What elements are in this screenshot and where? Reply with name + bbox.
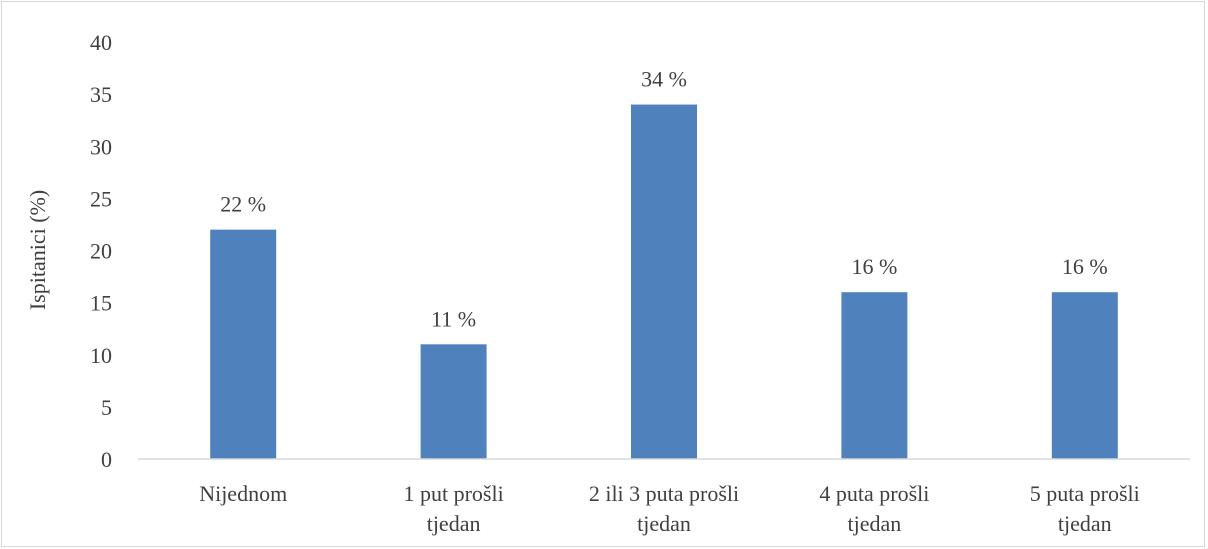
y-tick-label: 35 [90,82,112,107]
bar [1051,292,1118,459]
data-label: 16 % [1062,254,1108,279]
category-label: tjedan [1058,511,1112,536]
data-label: 11 % [431,306,476,331]
y-tick-label: 40 [90,30,112,55]
bar [841,292,908,459]
bar [631,104,697,460]
bar [420,344,487,459]
data-label: 16 % [851,254,897,279]
data-label: 34 % [641,67,687,92]
category-label: 2 ili 3 puta prošli [589,481,739,506]
y-tick-label: 0 [101,447,112,472]
y-tick-label: 20 [90,239,112,264]
category-label: tjedan [637,511,691,536]
y-axis-label: Ispitanici (%) [25,190,50,310]
category-label: tjedan [427,511,481,536]
y-tick-label: 15 [90,291,112,316]
y-tick-label: 25 [90,186,112,211]
category-label: Nijednom [199,481,287,506]
y-tick-label: 5 [101,395,112,420]
y-tick-label: 30 [90,134,112,159]
bar [210,229,277,459]
data-label: 22 % [220,192,266,217]
category-label: 4 puta prošli [819,481,929,506]
category-label: 5 puta prošli [1030,481,1140,506]
category-label: 1 put prošli [403,481,503,506]
y-tick-label: 10 [90,343,112,368]
category-label: tjedan [848,511,902,536]
